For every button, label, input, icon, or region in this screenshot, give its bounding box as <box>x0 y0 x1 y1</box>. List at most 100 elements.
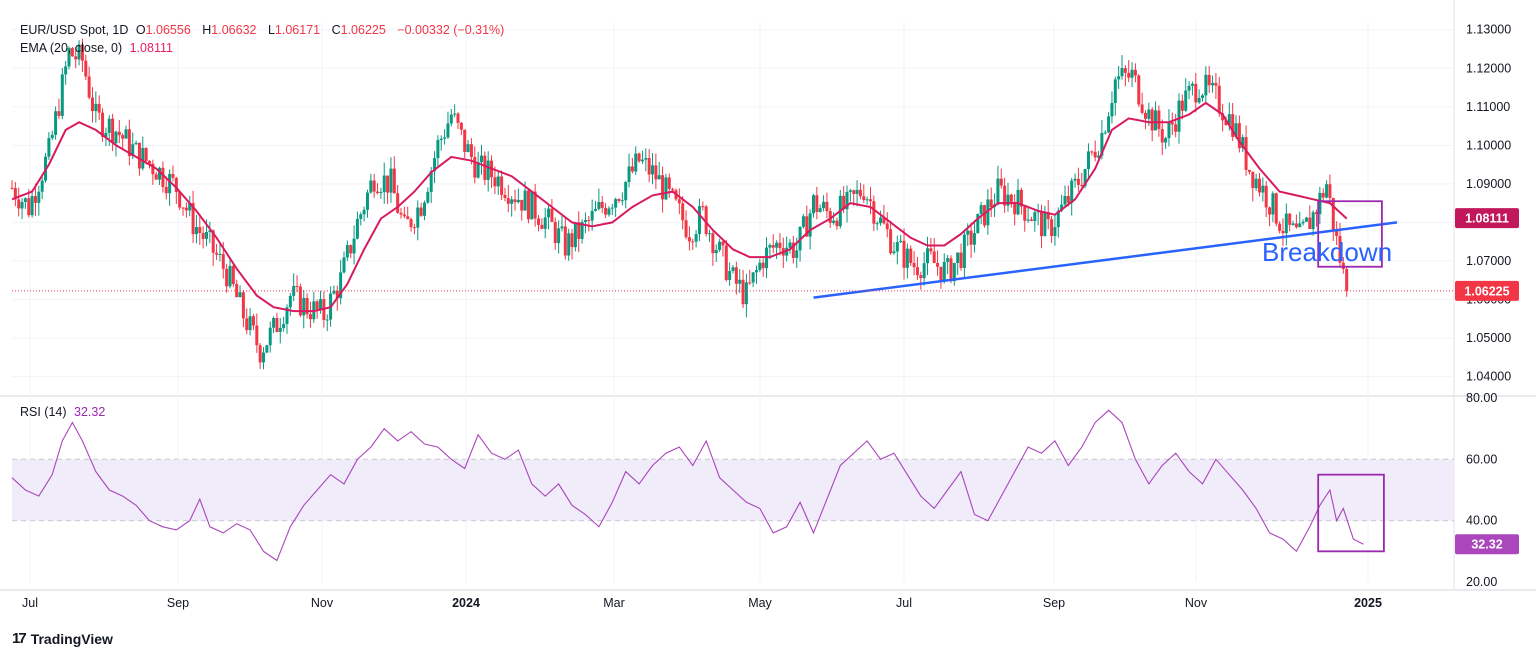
candle-body <box>889 229 893 254</box>
candle-body <box>671 188 675 191</box>
candle-body <box>1083 169 1087 186</box>
rsi-tick-label: 80.00 <box>1466 391 1497 405</box>
price-tick-label: 1.11000 <box>1466 100 1510 114</box>
candle-body <box>681 203 685 221</box>
candle-body <box>184 207 188 211</box>
candle-body <box>443 137 447 139</box>
candle-body <box>158 167 162 180</box>
candle-body <box>255 325 259 346</box>
candle-body <box>386 175 390 193</box>
candle-body <box>1281 230 1285 234</box>
time-tick-label: Nov <box>311 596 334 610</box>
candle-body <box>1227 114 1231 125</box>
candle-body <box>1076 178 1080 185</box>
candle-body <box>583 219 587 223</box>
candle-body <box>141 147 145 169</box>
candle-body <box>677 199 681 204</box>
candle-body <box>245 318 249 331</box>
candle-body <box>496 176 500 187</box>
price-tick-label: 1.07000 <box>1466 254 1511 268</box>
candle-body <box>298 286 302 316</box>
candle-body <box>597 201 601 209</box>
candle-body <box>1318 192 1322 215</box>
symbol-label[interactable]: EUR/USD Spot, 1D <box>20 23 129 37</box>
candle-body <box>654 165 658 180</box>
candle-body <box>1190 83 1194 86</box>
candle-body <box>1086 151 1090 170</box>
candle-body <box>174 177 178 193</box>
open-value: 1.06556 <box>145 23 191 37</box>
candle-body <box>791 242 795 258</box>
candle-body <box>352 238 356 254</box>
candle-body <box>895 242 899 252</box>
ema-legend[interactable]: EMA (20, close, 0) 1.08111 <box>20 41 177 55</box>
candle-body <box>647 158 651 175</box>
candle-body <box>714 249 718 254</box>
candle-body <box>815 195 819 212</box>
candle-body <box>744 282 748 305</box>
tradingview-logo[interactable]: 17 TradingView <box>12 630 113 647</box>
rsi-legend-label[interactable]: RSI (14) <box>20 405 67 419</box>
candle-body <box>1315 212 1319 215</box>
candle-body <box>479 155 483 163</box>
candle-body <box>506 198 510 204</box>
time-tick-label: Sep <box>1043 596 1065 610</box>
support-trendline[interactable] <box>813 221 1398 299</box>
time-axis[interactable]: Jul Sep Nov 2024 Mar May Jul Sep Nov 2025 <box>22 596 1382 610</box>
price-axis[interactable]: 1.130001.120001.110001.100001.090001.080… <box>1466 23 1511 384</box>
candle-body <box>10 187 14 189</box>
candle-body <box>697 206 701 235</box>
candle-body <box>235 284 239 298</box>
candle-body <box>825 201 829 212</box>
candle-body <box>969 230 973 245</box>
candle-body <box>738 279 742 284</box>
candle-body <box>74 56 78 60</box>
candle-body <box>389 168 393 193</box>
ema-legend-label[interactable]: EMA (20, close, 0) <box>20 41 123 55</box>
candle-body <box>754 270 758 273</box>
candle-body <box>557 228 561 244</box>
candle-body <box>90 97 94 111</box>
rsi-axis[interactable]: 80.00 60.00 40.00 20.00 <box>1466 391 1497 589</box>
breakdown-box[interactable] <box>1317 200 1383 268</box>
candle-body <box>1204 74 1208 96</box>
candle-body <box>594 208 598 211</box>
breakdown-annotation[interactable]: Breakdown <box>1262 237 1392 267</box>
candle-body <box>936 262 940 267</box>
candle-body <box>1043 212 1047 237</box>
candle-body <box>1278 223 1282 231</box>
rsi-box[interactable] <box>1317 473 1385 553</box>
candle-body <box>1321 192 1325 198</box>
candle-body <box>57 111 61 116</box>
candle-body <box>466 144 470 152</box>
candle-body <box>550 208 554 222</box>
candle-body <box>372 180 376 192</box>
candle-body <box>1143 112 1147 119</box>
candle-body <box>288 295 292 308</box>
candle-body <box>661 175 665 200</box>
candle-body <box>446 123 450 138</box>
candle-body <box>855 189 859 194</box>
candle-body <box>433 158 437 172</box>
candle-body <box>47 138 51 157</box>
candle-body <box>858 189 862 197</box>
candle-body <box>651 165 655 175</box>
candle-body <box>275 317 279 332</box>
candle-body <box>80 44 84 61</box>
candle-body <box>567 233 571 256</box>
candle-body <box>392 168 396 194</box>
candle-body <box>225 268 229 287</box>
candle-body <box>396 193 400 213</box>
candle-body <box>617 199 621 201</box>
candle-body <box>909 248 913 263</box>
candle-body <box>1053 227 1057 236</box>
rsi-legend[interactable]: RSI (14) 32.32 <box>20 405 109 419</box>
candle-body <box>379 191 383 194</box>
candle-body <box>285 307 289 325</box>
candle-body <box>1217 85 1221 114</box>
candle-body <box>161 167 165 187</box>
time-tick-label: May <box>748 596 772 610</box>
ohlc-legend[interactable]: EUR/USD Spot, 1D O1.06556 H1.06632 L1.06… <box>20 23 508 37</box>
candle-body <box>637 153 641 162</box>
